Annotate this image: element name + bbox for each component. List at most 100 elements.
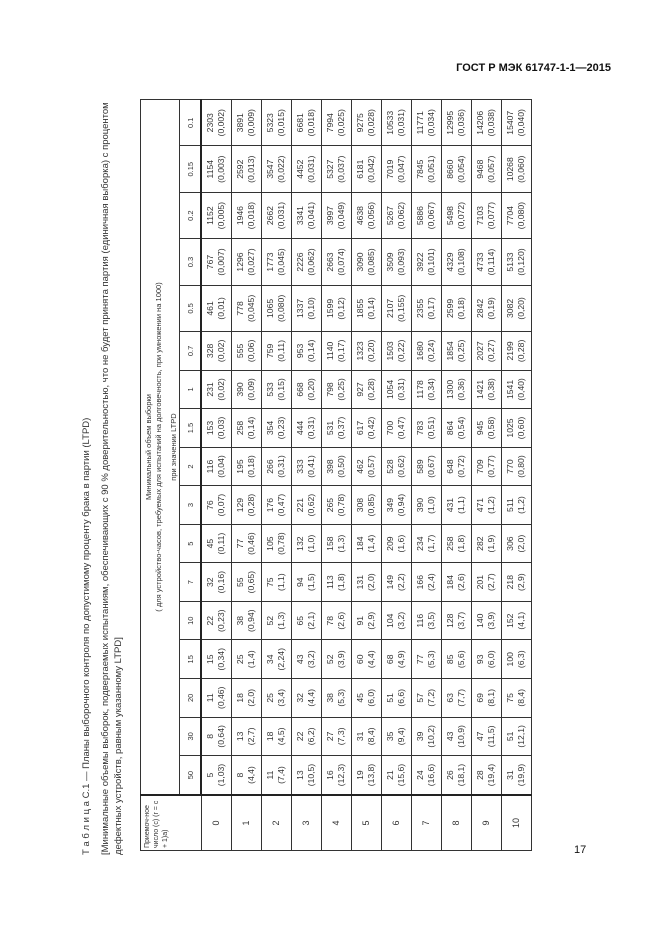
sample-size: 19	[355, 770, 365, 780]
acceptance-number: 10	[501, 795, 531, 851]
acceptance-value: (0,031)	[276, 202, 286, 230]
sample-size-cell: 3922 (0,101)	[411, 238, 441, 286]
acceptance-value: (0,07)	[216, 493, 227, 517]
sample-size-cell: 35 (9,4)	[381, 717, 411, 756]
acceptance-number: 1	[231, 795, 261, 851]
acceptance-value: (0,31)	[396, 378, 406, 401]
sample-size: 5133	[505, 252, 515, 272]
sample-size-cell: 668 (0,20)	[291, 370, 321, 409]
acceptance-value: (0,080)	[276, 294, 286, 323]
sample-size-cell: 2303 (0,002)	[201, 99, 231, 146]
table-row: 8 26 (18,1) 43 (10,9) 63 (7,7) 85 (5,6) 128 (3,7) 1…	[441, 99, 471, 851]
sample-size-cell: 306 (2,0)	[501, 524, 531, 563]
sample-size-cell: 21 (15,6)	[381, 755, 411, 795]
sample-size: 4329	[445, 252, 455, 272]
sample-size: 201	[475, 575, 485, 590]
acceptance-value: (0,19)	[486, 297, 496, 320]
sample-size-cell: 38 (0,94)	[231, 601, 261, 640]
group-header-subtitle: ( для устройство-часов, требуемых для ис…	[154, 282, 163, 612]
sample-size: 3891	[235, 113, 245, 133]
sample-size: 7019	[385, 159, 395, 179]
acceptance-value: (0,031)	[396, 109, 406, 137]
sample-size: 78	[325, 615, 335, 626]
sample-size-cell: 7103 (0,077)	[471, 192, 501, 239]
sample-size: 140	[475, 613, 485, 628]
acceptance-value: (2,0)	[516, 534, 526, 553]
sample-size-cell: 166 (2,4)	[411, 562, 441, 602]
sample-size-cell: 5498 (0,072)	[441, 192, 471, 239]
sample-size: 398	[325, 459, 335, 474]
acceptance-value: (0,54)	[456, 416, 466, 440]
acceptance-value: (6,6)	[396, 688, 406, 707]
acceptance-value: (0,085)	[366, 248, 376, 276]
sample-size-cell: 1946 (0,018)	[231, 192, 261, 239]
sample-size-cell: 9275 (0,028)	[351, 99, 381, 146]
sample-size: 47	[475, 731, 485, 742]
sample-size-cell: 77 (0,46)	[231, 524, 261, 563]
sample-size: 5498	[445, 206, 455, 226]
sample-size: 60	[355, 654, 365, 665]
sample-size: 258	[235, 420, 245, 436]
sample-size-cell: 333 (0,41)	[291, 447, 321, 486]
sample-size-cell: 461 (0,01)	[201, 285, 231, 332]
sample-size-cell: 5133 (0,120)	[501, 238, 531, 286]
acceptance-value: (1,2)	[516, 496, 526, 514]
acceptance-value: (0,46)	[246, 532, 256, 555]
sample-size: 1337	[295, 298, 305, 318]
acceptance-number: 6	[381, 795, 411, 851]
acceptance-value: (0,20)	[306, 378, 316, 401]
sample-size-cell: 770 (0,80)	[501, 447, 531, 486]
sample-size: 18	[235, 693, 245, 703]
sample-size-cell: 22 (0,23)	[201, 601, 231, 640]
sample-size-cell: 93 (6,0)	[471, 640, 501, 679]
acceptance-value: (0,114)	[486, 248, 496, 276]
ltpd-column-header: 0.15	[179, 146, 201, 193]
sample-size-cell: 195 (0,18)	[231, 447, 261, 486]
acceptance-value: (0,12)	[336, 297, 346, 320]
sample-size-cell: 5886 (0,067)	[411, 192, 441, 239]
sample-size: 1154	[205, 159, 216, 179]
acceptance-value: (0,20)	[366, 339, 376, 363]
ltpd-column-header: 2	[179, 447, 201, 486]
sample-size: 52	[325, 654, 335, 665]
sample-size-cell: 78 (2,6)	[321, 601, 351, 640]
sample-size: 7845	[415, 159, 425, 179]
acceptance-value: (1,5)	[306, 573, 316, 592]
acceptance-value: (2,9)	[516, 573, 526, 592]
acceptance-value: (15,6)	[396, 763, 406, 787]
acceptance-value: (0,65)	[246, 570, 256, 594]
acceptance-value: (0,101)	[426, 248, 436, 276]
sample-size-cell: 1054 (0,31)	[381, 370, 411, 409]
acceptance-value: (0,94)	[396, 493, 406, 517]
sample-size: 34	[265, 654, 275, 665]
acceptance-value: (0,78)	[276, 532, 286, 555]
sample-size: 1680	[415, 341, 425, 361]
sample-size: 1421	[475, 379, 485, 400]
sample-size-cell: 47 (11,5)	[471, 717, 501, 756]
sample-size: 55	[235, 577, 245, 587]
acceptance-value: (0,015)	[276, 109, 286, 137]
sample-size: 6681	[295, 113, 305, 133]
sample-size: 32	[205, 577, 216, 587]
acceptance-value: (0,85)	[366, 493, 376, 517]
sample-size-cell: 3082 (0,20)	[501, 285, 531, 332]
acceptance-value: (10,9)	[456, 725, 466, 748]
acceptance-value: (0,22)	[396, 339, 406, 363]
sample-size: 5327	[325, 159, 335, 179]
acceptance-value: (2,2)	[396, 573, 406, 592]
acceptance-value: (3,2)	[396, 611, 406, 630]
acceptance-value: (18,1)	[456, 763, 466, 787]
sample-size-cell: 85 (5,6)	[441, 640, 471, 679]
sample-size: 2027	[475, 341, 485, 361]
sample-size-cell: 2599 (0,18)	[441, 285, 471, 332]
sample-size-cell: 7019 (0,047)	[381, 146, 411, 193]
sample-size: 1773	[265, 252, 275, 272]
acceptance-value: (0,03)	[216, 416, 227, 440]
sample-size: 589	[415, 459, 425, 474]
rotated-table-block: Т а б л и ц а С.1 — Планы выборочного ко…	[80, 95, 542, 855]
acceptance-value: (0,40)	[516, 378, 526, 401]
sample-size-cell: 3090 (0,085)	[351, 238, 381, 286]
acceptance-value: (3,9)	[336, 650, 346, 669]
sample-size: 7704	[505, 206, 515, 226]
sample-size-cell: 308 (0,85)	[351, 485, 381, 525]
